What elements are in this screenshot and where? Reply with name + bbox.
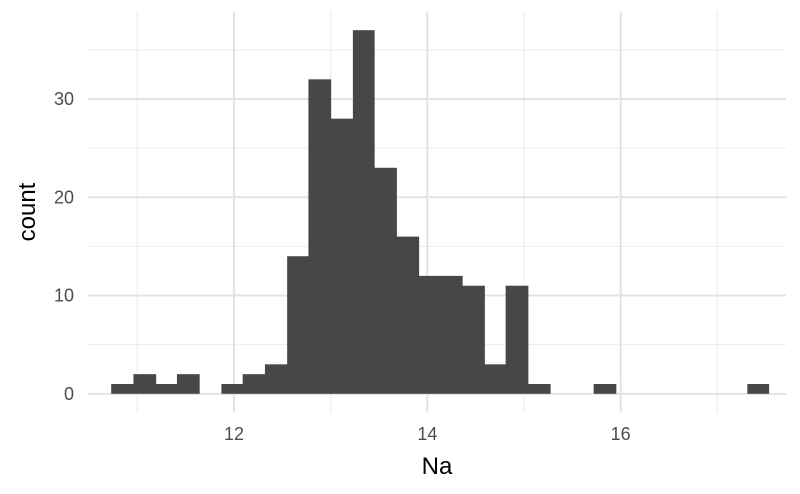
x-tick-label: 16 (611, 424, 631, 444)
histogram-bar (133, 374, 157, 394)
histogram-bar (505, 285, 529, 394)
histogram-bar (155, 383, 178, 394)
histogram-bar (462, 285, 485, 394)
x-axis-tick-labels: 12 14 16 (224, 424, 631, 444)
histogram-bar (330, 118, 354, 394)
y-tick-label: 20 (54, 187, 74, 207)
histogram-bar (176, 374, 200, 394)
histogram-bar (484, 364, 507, 394)
y-tick-label: 30 (54, 89, 74, 109)
histogram-bar (242, 374, 266, 394)
histogram-bar (527, 383, 551, 394)
x-tick-label: 12 (224, 424, 244, 444)
x-tick-label: 14 (417, 424, 437, 444)
histogram-bar (264, 364, 288, 394)
histogram-bar (287, 256, 309, 394)
histogram-bar (374, 167, 397, 394)
histogram-bars (111, 30, 770, 394)
x-axis-title: Na (422, 453, 453, 480)
y-tick-label: 0 (64, 384, 74, 404)
y-tick-label: 10 (54, 286, 74, 306)
histogram-bar (747, 383, 770, 394)
histogram-bar (593, 383, 617, 394)
histogram-bar (221, 383, 244, 394)
histogram-bar (418, 275, 441, 394)
histogram-bar (308, 79, 332, 394)
histogram-bar (439, 275, 463, 394)
histogram-bar (352, 30, 375, 394)
y-axis-title: count (14, 182, 41, 241)
histogram-bar (396, 236, 420, 394)
histogram-bar (111, 383, 134, 394)
y-axis-tick-labels: 0 10 20 30 (54, 89, 74, 404)
